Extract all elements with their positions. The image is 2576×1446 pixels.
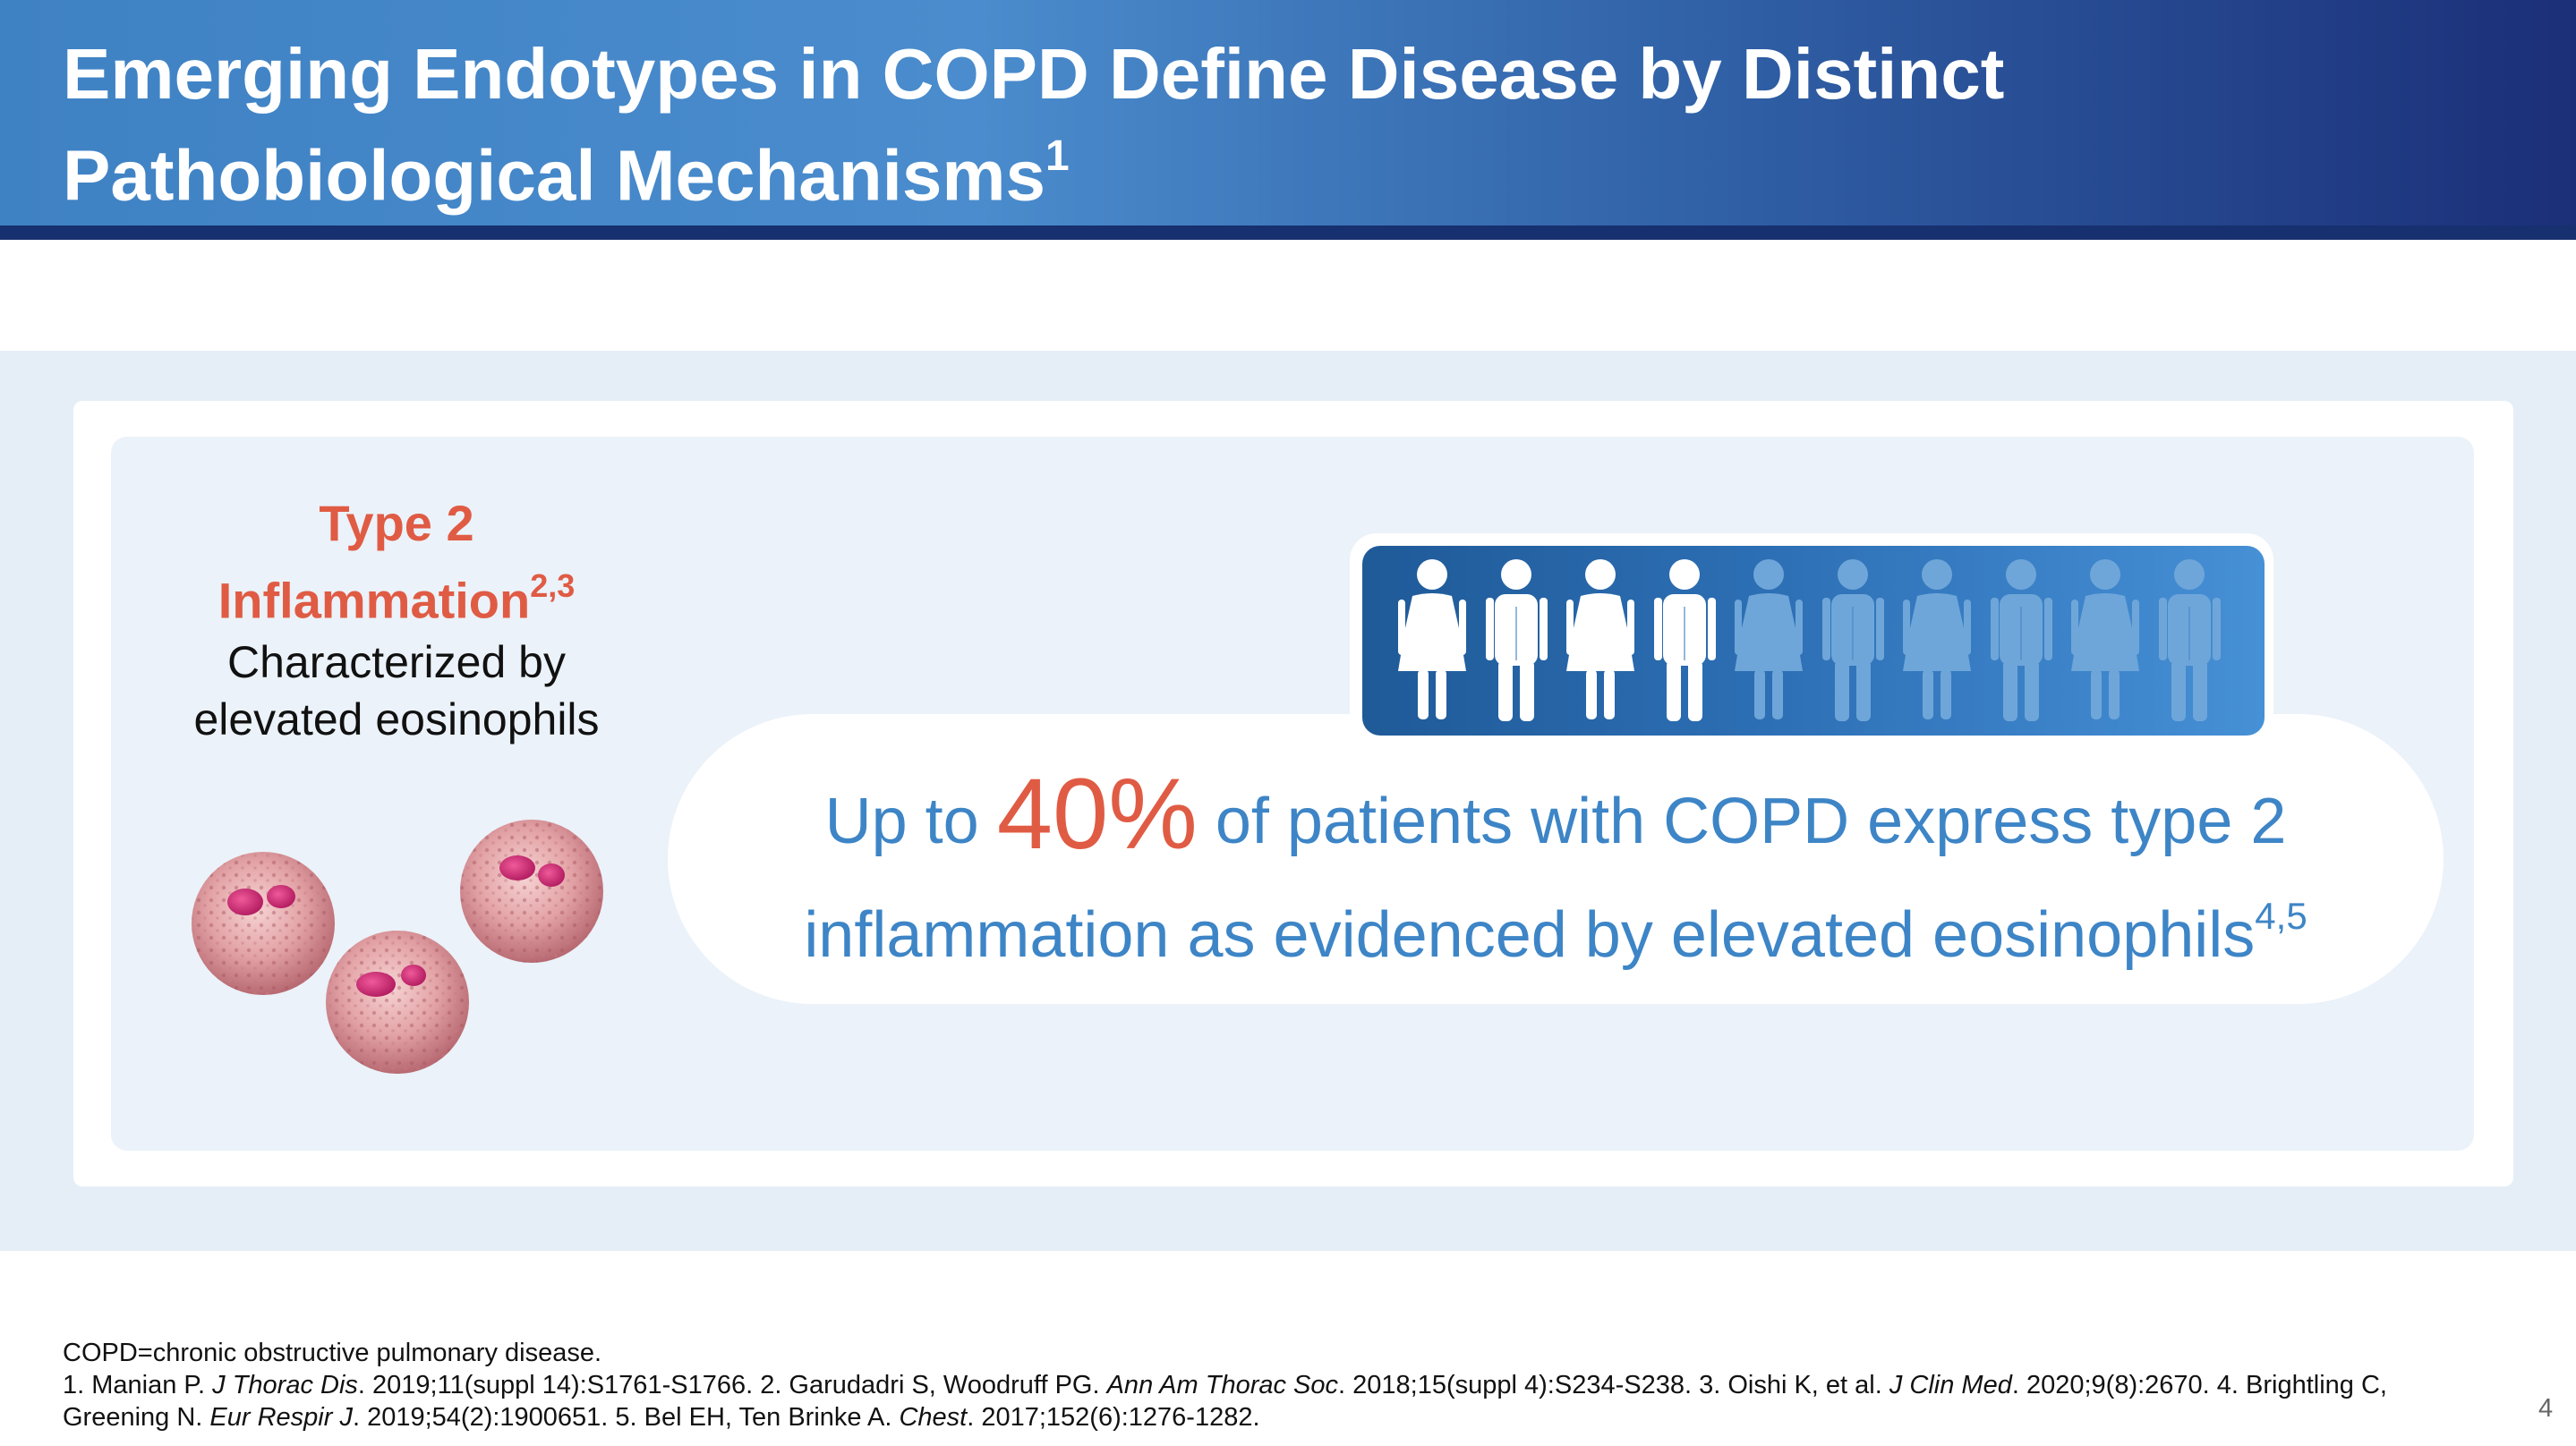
person-icon bbox=[2159, 559, 2221, 721]
person-icon bbox=[1991, 559, 2052, 721]
ref-text: . 2020;9(8):2670. 4. Brightling C, bbox=[2011, 1371, 2387, 1399]
header-rule bbox=[0, 225, 2576, 240]
ref-journal: J Clin Med bbox=[1889, 1371, 2012, 1399]
footnotes: COPD=chronic obstructive pulmonary disea… bbox=[63, 1337, 2479, 1433]
type2-desc-line1: Characterized by bbox=[227, 637, 566, 687]
ref-text: 1. Manian P. bbox=[63, 1371, 213, 1399]
ref-text: . 2018;15(suppl 4):S234-S238. 3. Oishi K… bbox=[1338, 1371, 1889, 1399]
ref-journal: Eur Respir J bbox=[209, 1403, 353, 1432]
abbreviation-note: COPD=chronic obstructive pulmonary disea… bbox=[63, 1339, 602, 1367]
person-icon bbox=[1654, 559, 1716, 721]
people-pictogram bbox=[1398, 559, 2221, 721]
person-icon bbox=[1566, 559, 1634, 719]
person-icon bbox=[2071, 559, 2139, 719]
stat-post: of patients with COPD express type 2 bbox=[1197, 786, 2287, 857]
ref-text: . 2019;54(2):1900651. 5. Bel EH, Ten Bri… bbox=[352, 1403, 900, 1432]
eosinophil-cell-3 bbox=[460, 820, 603, 963]
ref-text: . 2019;11(suppl 14):S1761-S1766. 2. Garu… bbox=[357, 1371, 1107, 1399]
stat-line-2: inflammation as evidenced by elevated eo… bbox=[668, 879, 2444, 978]
type2-heading-line2: Inflammation bbox=[218, 572, 531, 629]
eosinophil-cells-illustration bbox=[192, 820, 603, 1074]
person-icon bbox=[1486, 559, 1548, 721]
stat-callout-pill bbox=[668, 714, 2444, 1004]
title-line-1: Emerging Endotypes in COPD Define Diseas… bbox=[63, 34, 2005, 114]
title-ref: 1 bbox=[1045, 132, 1070, 180]
ref-text: . 2017;152(6):1276-1282. bbox=[967, 1403, 1260, 1432]
eosinophil-cell-1 bbox=[192, 852, 335, 995]
ref-text: Greening N. bbox=[63, 1403, 210, 1432]
stat-line2-text: inflammation as evidenced by elevated eo… bbox=[804, 899, 2256, 971]
type2-ref: 2,3 bbox=[530, 567, 576, 604]
person-icon bbox=[1903, 559, 1971, 719]
stat-pre: Up to bbox=[824, 786, 997, 857]
type2-description: Characterized by elevated eosinophils bbox=[134, 634, 659, 748]
person-icon bbox=[1398, 559, 1466, 719]
slide-header bbox=[0, 0, 2576, 225]
ref-journal: J Thorac Dis bbox=[212, 1371, 358, 1399]
stat-percent: 40% bbox=[996, 758, 1198, 870]
eosinophil-cell-2 bbox=[326, 931, 469, 1074]
ref-journal: Chest bbox=[899, 1403, 968, 1432]
type2-desc-line2: elevated eosinophils bbox=[193, 694, 600, 744]
stat-ref: 4,5 bbox=[2255, 895, 2307, 937]
person-icon bbox=[1822, 559, 1884, 721]
slide-title: Emerging Endotypes in COPD Define Diseas… bbox=[63, 30, 2300, 220]
type2-heading-line1: Type 2 bbox=[319, 495, 474, 551]
stat-line-1: Up to 40% of patients with COPD express … bbox=[668, 764, 2444, 864]
title-line-2: Pathobiological Mechanisms bbox=[63, 135, 1046, 216]
page-number: 4 bbox=[2538, 1394, 2554, 1423]
ref-journal: Ann Am Thorac Soc bbox=[1106, 1371, 1339, 1399]
type2-heading: Type 2 Inflammation2,3 bbox=[134, 490, 659, 634]
person-icon bbox=[1735, 559, 1803, 719]
